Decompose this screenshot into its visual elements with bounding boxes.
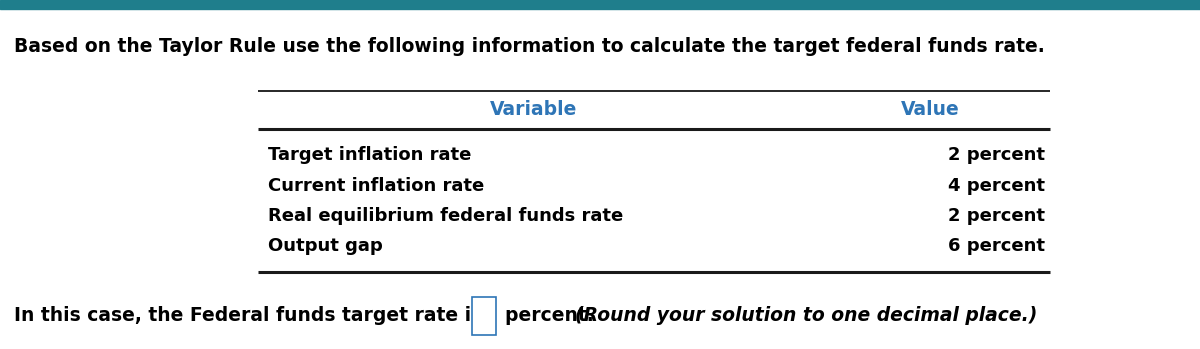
Text: In this case, the Federal funds target rate is:: In this case, the Federal funds target r…: [14, 306, 490, 325]
Bar: [472, 297, 496, 335]
Text: (Round your solution to one decimal place.): (Round your solution to one decimal plac…: [575, 306, 1037, 325]
Text: percent.: percent.: [505, 306, 600, 325]
Bar: [0, 0, 1200, 9]
Text: 4 percent: 4 percent: [948, 177, 1045, 195]
Text: Variable: Variable: [491, 101, 577, 119]
Text: Output gap: Output gap: [268, 237, 383, 255]
Text: 2 percent: 2 percent: [948, 207, 1045, 225]
Text: Current inflation rate: Current inflation rate: [268, 177, 484, 195]
Text: Value: Value: [901, 101, 959, 119]
Text: 2 percent: 2 percent: [948, 146, 1045, 164]
Text: 6 percent: 6 percent: [948, 237, 1045, 255]
Text: Real equilibrium federal funds rate: Real equilibrium federal funds rate: [268, 207, 623, 225]
Text: Target inflation rate: Target inflation rate: [268, 146, 470, 164]
Text: Based on the Taylor Rule use the following information to calculate the target f: Based on the Taylor Rule use the followi…: [14, 37, 1045, 55]
